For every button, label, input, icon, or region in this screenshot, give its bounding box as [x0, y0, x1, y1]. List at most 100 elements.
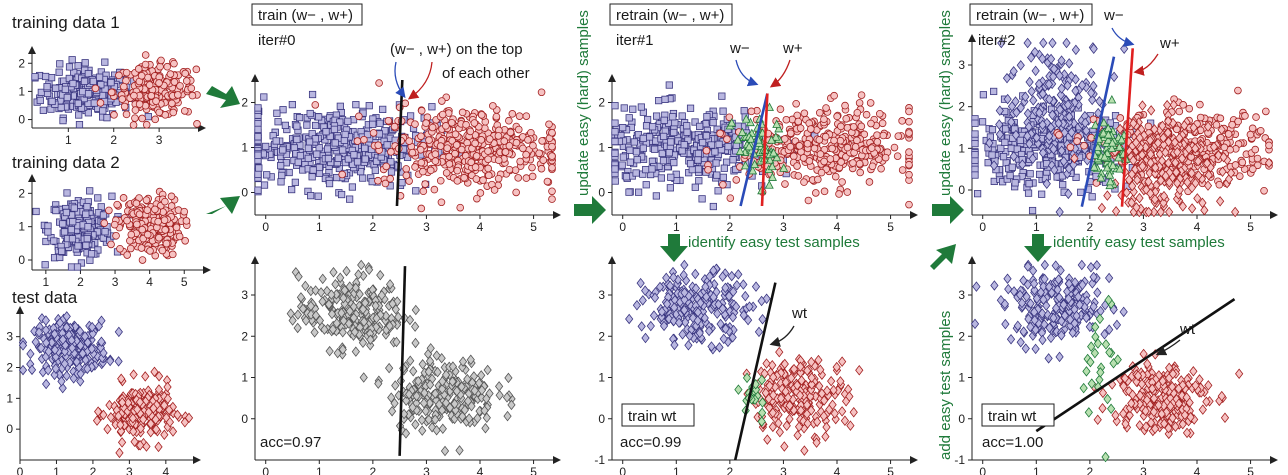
data-point — [537, 88, 546, 97]
data-point — [144, 73, 152, 82]
data-point — [893, 152, 902, 160]
data-point — [800, 178, 808, 186]
data-point — [1016, 60, 1025, 71]
data-point — [114, 356, 123, 367]
data-point — [68, 235, 77, 243]
data-point — [466, 127, 475, 136]
data-point — [52, 84, 60, 92]
data-point — [43, 83, 51, 91]
data-point — [290, 144, 298, 152]
data-point — [26, 348, 35, 360]
data-point — [694, 156, 702, 164]
data-point — [508, 110, 517, 118]
data-point — [418, 359, 427, 370]
data-point — [48, 97, 56, 106]
data-point — [655, 97, 663, 105]
data-point — [905, 117, 913, 126]
data-point — [123, 251, 131, 259]
data-point — [103, 114, 111, 122]
data-point — [529, 141, 537, 150]
data-point — [339, 146, 347, 154]
data-point — [71, 321, 80, 333]
data-point — [82, 210, 90, 218]
data-point — [507, 399, 516, 411]
data-point — [126, 244, 135, 253]
data-point — [135, 210, 144, 219]
y-axis-arrowhead — [28, 174, 36, 182]
data-point — [642, 166, 650, 174]
data-point — [41, 324, 51, 336]
data-point — [548, 128, 556, 137]
data-point — [144, 406, 153, 418]
data-point — [1038, 190, 1046, 198]
data-point — [90, 99, 98, 107]
data-point — [193, 120, 201, 128]
data-point — [667, 173, 675, 181]
data-point — [124, 397, 133, 408]
data-point — [661, 95, 669, 103]
data-point — [83, 337, 92, 348]
data-point — [422, 119, 430, 127]
data-point — [840, 415, 850, 426]
data-point — [853, 136, 861, 145]
data-point — [182, 217, 191, 225]
data-point — [1088, 193, 1096, 201]
data-point — [310, 327, 319, 338]
data-point — [81, 354, 90, 366]
data-point — [147, 91, 156, 100]
x-tick-label: 3 — [780, 220, 787, 234]
x-tick-label: 3 — [780, 465, 787, 475]
data-point — [307, 192, 315, 200]
data-point — [719, 180, 727, 189]
data-point — [42, 72, 50, 81]
data-point — [905, 200, 913, 209]
data-point — [329, 266, 338, 278]
data-point — [849, 407, 858, 418]
data-point — [762, 358, 771, 369]
data-point — [342, 265, 351, 277]
data-point — [173, 409, 182, 421]
data-point — [63, 93, 71, 102]
data-point — [484, 171, 493, 180]
data-point — [309, 166, 317, 174]
data-point — [702, 120, 710, 128]
data-point — [97, 336, 106, 347]
data-point — [120, 82, 128, 91]
data-point — [75, 326, 85, 337]
data-point — [369, 129, 378, 137]
data-point — [166, 70, 175, 78]
data-point — [505, 165, 514, 174]
data-point — [114, 410, 123, 422]
data-point — [719, 173, 727, 181]
y-tick-label: 1 — [18, 220, 25, 234]
x-tick-label: 1 — [65, 133, 72, 147]
data-point — [878, 119, 887, 128]
data-point — [107, 88, 116, 97]
data-point — [163, 62, 172, 71]
data-point — [131, 106, 140, 114]
data-point — [830, 136, 838, 145]
data-point — [145, 81, 154, 89]
y-tick-label: 3 — [6, 330, 13, 344]
data-point — [192, 65, 201, 74]
y-tick-label: 0 — [241, 186, 248, 200]
data-point — [293, 122, 301, 130]
data-point — [535, 149, 543, 158]
y-tick-label: 2 — [18, 56, 25, 70]
data-point — [158, 246, 167, 255]
data-point — [61, 85, 69, 93]
data-point — [789, 152, 798, 161]
y-tick-label: 0 — [598, 186, 605, 200]
data-point — [348, 183, 356, 191]
data-point — [658, 149, 666, 158]
data-point — [105, 399, 114, 411]
data-point — [318, 273, 327, 285]
data-point — [74, 242, 82, 250]
data-point — [1196, 113, 1205, 122]
data-point — [84, 90, 93, 98]
x-tick-label: 4 — [477, 220, 484, 234]
data-point — [696, 122, 704, 131]
data-point — [500, 137, 509, 145]
data-point — [462, 120, 470, 129]
data-point — [843, 143, 852, 152]
